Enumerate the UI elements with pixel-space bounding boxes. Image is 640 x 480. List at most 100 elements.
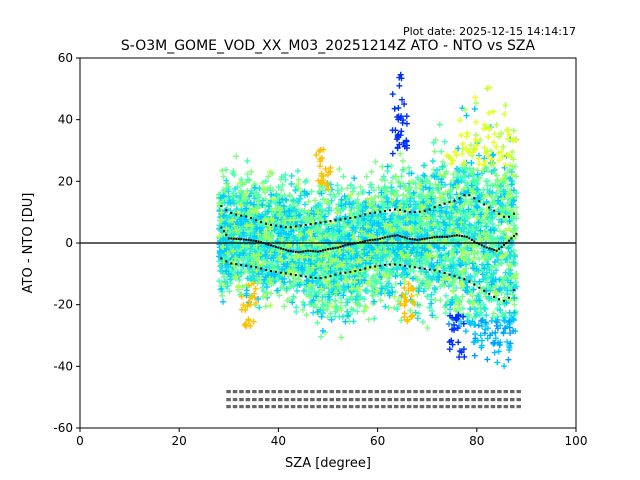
scatter-series-5 <box>445 317 517 363</box>
lower-sigma-marker-point <box>284 272 287 275</box>
mean-marker-point <box>398 235 401 238</box>
mean-marker-point <box>448 235 451 238</box>
mean-marker-point <box>483 245 486 248</box>
bin-count-mark <box>329 405 334 409</box>
upper-sigma-marker-point <box>438 204 441 207</box>
upper-sigma-marker-point <box>309 223 312 226</box>
mean-marker-point <box>463 235 466 238</box>
bin-count-mark <box>458 405 463 409</box>
lower-sigma-marker-point <box>374 265 377 268</box>
bin-count-mark <box>400 405 405 409</box>
upper-sigma-marker-point <box>324 220 327 223</box>
bin-count-mark <box>393 398 399 402</box>
upper-sigma-marker-point <box>458 197 461 200</box>
upper-sigma-marker-point <box>488 206 491 209</box>
bin-count-mark <box>368 390 373 394</box>
lower-sigma-marker-point <box>463 278 466 281</box>
bin-count-mark <box>232 398 238 402</box>
lower-sigma-marker-point <box>354 270 357 273</box>
upper-sigma-marker-point <box>398 208 401 211</box>
bin-count-mark <box>413 398 418 402</box>
bin-count-mark <box>432 405 438 409</box>
bin-count-mark <box>393 405 399 409</box>
mean-marker-point <box>376 238 379 241</box>
bin-count-mark <box>516 405 521 409</box>
bin-count-mark <box>323 398 328 402</box>
upper-sigma-marker-point <box>374 211 377 214</box>
bin-count-mark <box>329 390 334 394</box>
mean-marker-point <box>495 249 498 252</box>
mean-marker-point <box>252 239 255 242</box>
mean-marker-point <box>386 235 389 238</box>
bin-count-mark <box>503 398 509 402</box>
bin-count-mark <box>355 405 360 409</box>
bin-count-mark <box>355 398 360 402</box>
lower-sigma-marker-point <box>448 273 451 276</box>
lower-sigma-marker-point <box>235 263 238 266</box>
lower-sigma-marker-point <box>453 275 456 278</box>
upper-sigma-marker-point <box>389 209 391 212</box>
mean-marker-point <box>451 235 453 238</box>
y-tick-label: 60 <box>58 51 73 65</box>
upper-sigma-marker-point <box>463 194 466 197</box>
mean-marker-point <box>220 226 223 229</box>
lower-sigma-marker-point <box>493 295 496 298</box>
bin-count-mark <box>361 405 367 409</box>
mean-marker-point <box>374 238 377 241</box>
bin-count-mark <box>516 390 521 394</box>
mean-marker-point <box>500 245 503 248</box>
bin-count-mark <box>406 405 412 409</box>
upper-sigma-marker-point <box>503 215 506 218</box>
upper-sigma-marker-point <box>369 212 372 215</box>
mean-marker-point <box>225 233 228 236</box>
scatter-series-7 <box>444 84 520 169</box>
bin-count-mark <box>458 398 463 402</box>
mean-marker-point <box>227 237 230 240</box>
bin-count-mark <box>290 405 296 409</box>
upper-sigma-marker-point <box>225 209 228 212</box>
bin-count-mark <box>323 390 328 394</box>
upper-sigma-marker-point <box>274 224 277 227</box>
mean-marker-point <box>416 238 419 241</box>
mean-marker-point <box>274 245 277 248</box>
lower-sigma-marker-point <box>265 268 267 271</box>
bin-count-mark <box>310 390 315 394</box>
x-tick-label: 80 <box>469 434 484 448</box>
upper-sigma-marker-point <box>304 223 307 226</box>
mean-marker-point <box>508 239 511 242</box>
upper-sigma-marker-point <box>384 210 387 213</box>
upper-sigma-marker-point <box>329 220 332 223</box>
bin-count-mark <box>445 405 451 409</box>
upper-sigma-marker-point <box>379 210 382 213</box>
upper-sigma-marker-point <box>354 216 357 219</box>
lower-sigma-marker-point <box>299 274 302 277</box>
mean-marker-point <box>322 249 325 252</box>
bin-count-mark <box>413 390 418 394</box>
bin-count-mark <box>258 390 264 394</box>
bin-count-mark <box>342 405 347 409</box>
mean-marker-point <box>379 237 382 240</box>
mean-marker-point <box>493 248 496 251</box>
upper-sigma-marker-point <box>294 225 297 228</box>
mean-marker-point <box>480 244 483 247</box>
lower-sigma-marker-point <box>483 289 486 292</box>
upper-sigma-marker-point <box>364 213 367 216</box>
bin-count-mark <box>490 405 496 409</box>
upper-sigma-marker-point <box>473 197 476 200</box>
lower-sigma-marker-point <box>324 276 327 279</box>
bin-count-mark <box>510 398 515 402</box>
bin-count-mark <box>426 398 431 402</box>
bin-count-mark <box>361 390 367 394</box>
x-tick-label: 40 <box>271 434 286 448</box>
y-tick-label: -60 <box>53 421 73 435</box>
upper-sigma-marker-point <box>443 202 446 205</box>
mean-marker-point <box>269 244 272 247</box>
bin-count-mark <box>464 398 470 402</box>
lower-sigma-marker-point <box>379 264 382 267</box>
mean-marker-point <box>309 249 312 252</box>
mean-marker-point <box>307 249 310 252</box>
lower-sigma-marker-point <box>349 270 352 273</box>
mean-marker-point <box>277 246 280 249</box>
bin-count-mark <box>413 405 418 409</box>
mean-marker-point <box>364 240 367 243</box>
